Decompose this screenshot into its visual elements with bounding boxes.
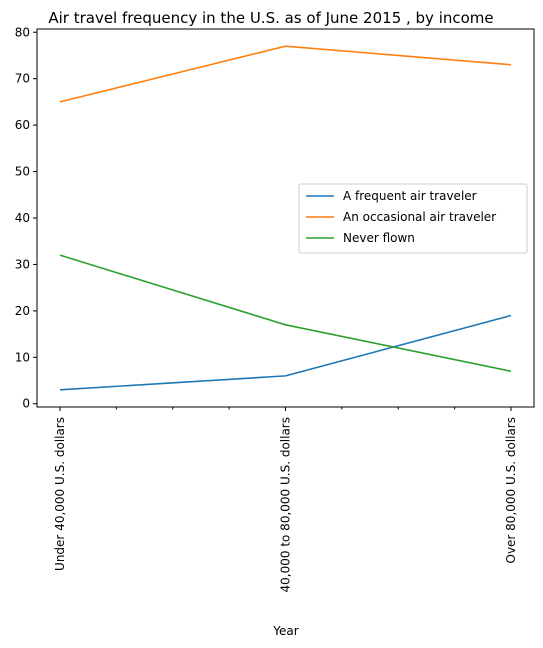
y-tick-label: 50: [15, 165, 30, 179]
y-tick-label: 70: [15, 72, 30, 86]
x-axis: Under 40,000 U.S. dollars 40,000 to 80,00…: [53, 407, 518, 592]
x-tick-label: Under 40,000 U.S. dollars: [53, 417, 67, 571]
y-tick-label: 10: [15, 350, 30, 364]
y-tick-label: 30: [15, 257, 30, 271]
x-tick-label: 40,000 to 80,000 U.S. dollars: [279, 417, 293, 592]
legend-items: A frequent air traveler An occasional air…: [306, 189, 496, 245]
legend-label: A frequent air traveler: [343, 189, 477, 203]
series-line: [59, 254, 512, 373]
legend-label: Never flown: [343, 231, 415, 245]
legend-label: An occasional air traveler: [343, 210, 496, 224]
x-axis-label: Year: [272, 624, 298, 638]
legend-box: [298, 183, 528, 254]
series-line: [59, 45, 512, 103]
y-tick-label: 60: [15, 118, 30, 132]
series-lines: [59, 45, 512, 391]
chart-title: Air travel frequency in the U.S. as of J…: [48, 9, 493, 27]
y-axis: 0 10 20 30 40 50 60 70 80: [15, 25, 37, 411]
x-tick-label: Over 80,000 U.S. dollars: [504, 417, 518, 564]
plot-area: 0 10 20 30 40 50 60 70 80 Under 40,000 U.S. doll…: [15, 25, 535, 592]
y-tick-label: 80: [15, 25, 30, 39]
legend: A frequent air traveler An occasional air…: [298, 183, 528, 254]
y-tick-label: 20: [15, 304, 30, 318]
y-tick-label: 0: [22, 397, 30, 411]
series-line: [59, 314, 512, 391]
y-tick-label: 40: [15, 211, 30, 225]
